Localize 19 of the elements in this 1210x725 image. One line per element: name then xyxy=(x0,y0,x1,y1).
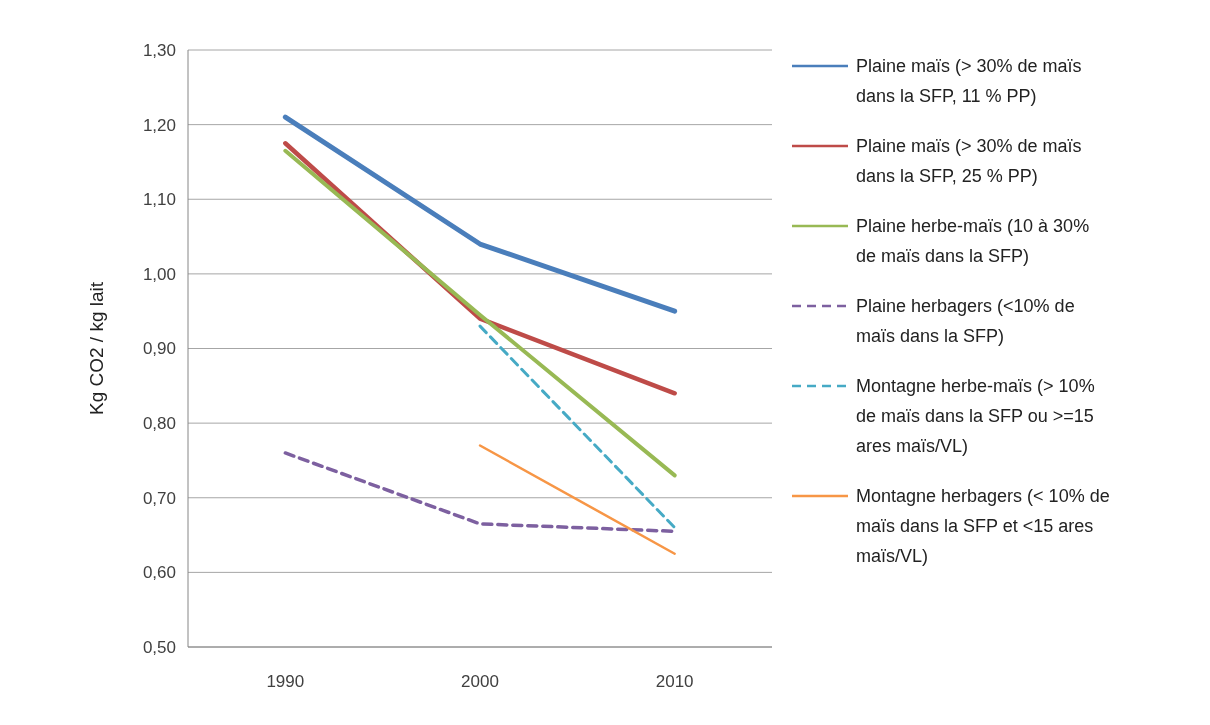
y-tick-label: 1,20 xyxy=(142,115,176,135)
legend-label: Plaine maïs (> 30% de maïs dans la SFP, 25 % PP) xyxy=(856,136,1082,187)
legend-label: Plaine maïs (> 30% de maïs dans la SFP, 11 % PP) xyxy=(856,56,1082,107)
y-tick-label: 0,50 xyxy=(142,637,176,657)
x-tick-label: 1990 xyxy=(266,672,305,691)
y-axis-title: Kg CO2 / kg lait xyxy=(86,281,107,416)
x-tick-label: 2000 xyxy=(461,672,499,691)
y-tick-label: 1,10 xyxy=(142,190,176,210)
y-tick-label: 1,00 xyxy=(142,264,176,284)
y-tick-label: 0,70 xyxy=(142,488,176,508)
y-tick-label: 1,30 xyxy=(142,40,176,60)
y-tick-label: 0,90 xyxy=(142,339,176,359)
y-tick-label: 0,80 xyxy=(142,414,176,434)
y-tick-label: 0,60 xyxy=(142,563,176,583)
legend-label: Plaine herbagers (<10% de maïs dans la SFP) xyxy=(856,296,1075,347)
legend-label: Plaine herbe-maïs (10 à 30% de maïs dans la SFP) xyxy=(856,216,1090,267)
x-tick-label: 2010 xyxy=(655,672,694,691)
legend-label: Montagne herbagers (< 10% de maïs dans la SFP et <15 ares maïs/VL) xyxy=(856,486,1110,567)
legend-label: Montagne herbe-maïs (> 10% de maïs dans la SFP ou >=15 ares maïs/VL) xyxy=(856,376,1095,457)
